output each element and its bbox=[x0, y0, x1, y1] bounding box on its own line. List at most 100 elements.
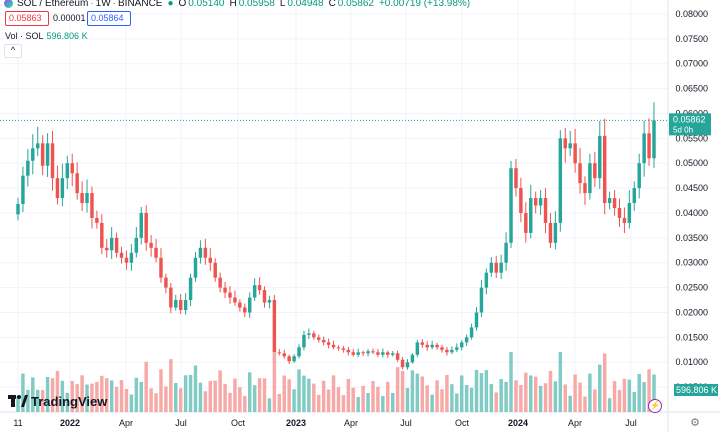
volume-bar bbox=[593, 389, 597, 412]
candle-body bbox=[563, 138, 567, 149]
volume-bar bbox=[479, 373, 484, 412]
sell-price-button[interactable]: 0.05863 bbox=[5, 11, 49, 26]
volume-bar bbox=[277, 393, 282, 412]
volume-bar bbox=[632, 392, 637, 412]
volume-bar bbox=[612, 381, 617, 412]
volume-bar bbox=[430, 394, 434, 412]
volume-bar bbox=[622, 378, 627, 412]
time-tick-label: Oct bbox=[455, 418, 470, 428]
candle-body bbox=[598, 135, 602, 179]
buy-price-button[interactable]: 0.05864 bbox=[87, 11, 131, 26]
volume-bar bbox=[420, 376, 425, 412]
time-tick-label: Jul bbox=[400, 418, 412, 428]
bar-countdown: 5d 0h bbox=[673, 125, 693, 134]
symbol-header[interactable]: SOL / Ethereum · 1W · BINANCE ● O 0.05140… bbox=[4, 0, 473, 9]
candle-body bbox=[583, 183, 587, 194]
candle-body bbox=[85, 193, 89, 204]
time-tick-label: Jul bbox=[625, 418, 637, 428]
close-label: C bbox=[328, 0, 336, 9]
lightning-icon[interactable]: ⚡ bbox=[648, 399, 662, 413]
candle-body bbox=[435, 344, 439, 348]
volume-bar bbox=[100, 375, 104, 412]
price-tick-label: 0.04500 bbox=[675, 183, 708, 193]
candle-body bbox=[430, 344, 434, 348]
candle-body bbox=[60, 178, 65, 199]
volume-bar bbox=[193, 365, 198, 412]
volume-bar bbox=[292, 389, 296, 412]
symbol-name[interactable]: SOL / Ethereum bbox=[17, 0, 89, 9]
volume-bar bbox=[213, 380, 217, 412]
candle-body bbox=[548, 222, 553, 243]
volume-bar bbox=[164, 386, 168, 412]
volume-bar bbox=[440, 389, 444, 412]
status-dot-icon: ● bbox=[167, 0, 174, 9]
volume-bar bbox=[450, 384, 454, 412]
spread-value: 0.00001 bbox=[53, 13, 86, 23]
volume-bar bbox=[243, 396, 247, 412]
tradingview-logo[interactable]: TradingView bbox=[8, 393, 107, 409]
volume-bar bbox=[70, 381, 74, 412]
volume-bar bbox=[351, 387, 355, 412]
candle-body bbox=[292, 356, 296, 362]
candle-body bbox=[558, 138, 563, 223]
candle-body bbox=[504, 242, 508, 263]
volume-bar bbox=[400, 371, 405, 412]
candle-body bbox=[252, 285, 257, 298]
volume-bar bbox=[533, 376, 538, 412]
volume-bar bbox=[455, 393, 459, 412]
collapse-legend-button[interactable]: ^ bbox=[4, 44, 22, 58]
open-label: O bbox=[178, 0, 187, 9]
sol-logo-icon bbox=[4, 0, 13, 8]
volume-bar bbox=[341, 395, 346, 412]
time-tick-label: 11 bbox=[13, 418, 22, 428]
volume-bar bbox=[494, 392, 498, 412]
candle-body bbox=[612, 198, 617, 209]
candle-body bbox=[455, 347, 459, 350]
candle-body bbox=[425, 344, 429, 348]
candle-body bbox=[55, 178, 60, 199]
volume-bar bbox=[262, 378, 267, 412]
time-tick-label: 2024 bbox=[508, 418, 528, 428]
candle-body bbox=[593, 163, 597, 179]
volume-bar bbox=[75, 384, 79, 412]
candle-body bbox=[632, 188, 637, 204]
volume-bar bbox=[297, 369, 301, 412]
candle-body bbox=[95, 217, 99, 223]
candle-body bbox=[361, 352, 365, 354]
volume-bar bbox=[588, 373, 592, 412]
volume-bar bbox=[60, 380, 65, 412]
candle-body bbox=[519, 188, 523, 213]
volume-bar bbox=[16, 396, 20, 412]
volume-bar bbox=[45, 377, 50, 412]
volume-bar bbox=[198, 382, 203, 412]
interval-label[interactable]: 1W bbox=[95, 0, 111, 9]
volume-bar bbox=[390, 392, 395, 412]
gear-icon[interactable]: ⚙ bbox=[690, 417, 700, 429]
candle-body bbox=[573, 143, 577, 164]
volume-bar bbox=[35, 389, 40, 412]
candle-body bbox=[450, 349, 454, 353]
volume-bar bbox=[50, 378, 55, 412]
price-tick-label: 0.07500 bbox=[675, 34, 708, 44]
volume-bar bbox=[307, 378, 311, 412]
volume-bar bbox=[553, 381, 558, 412]
candle-body bbox=[321, 339, 326, 343]
volume-legend[interactable]: Vol · SOL 596.806 K bbox=[5, 31, 88, 41]
volume-bar bbox=[464, 385, 469, 412]
volume-bar bbox=[90, 383, 94, 412]
volume-bar bbox=[183, 375, 188, 412]
candle-body bbox=[410, 354, 415, 363]
time-tick-label: 2022 bbox=[60, 418, 80, 428]
high-value: 0.05958 bbox=[238, 0, 275, 9]
candle-body bbox=[134, 237, 139, 253]
volume-bar bbox=[223, 384, 227, 412]
volume-bar bbox=[228, 392, 232, 412]
candle-body bbox=[568, 143, 572, 149]
high-label: H bbox=[229, 0, 237, 9]
candle-body bbox=[31, 148, 35, 161]
candle-body bbox=[627, 203, 632, 223]
volume-bar bbox=[203, 391, 208, 412]
candle-body bbox=[257, 285, 262, 291]
